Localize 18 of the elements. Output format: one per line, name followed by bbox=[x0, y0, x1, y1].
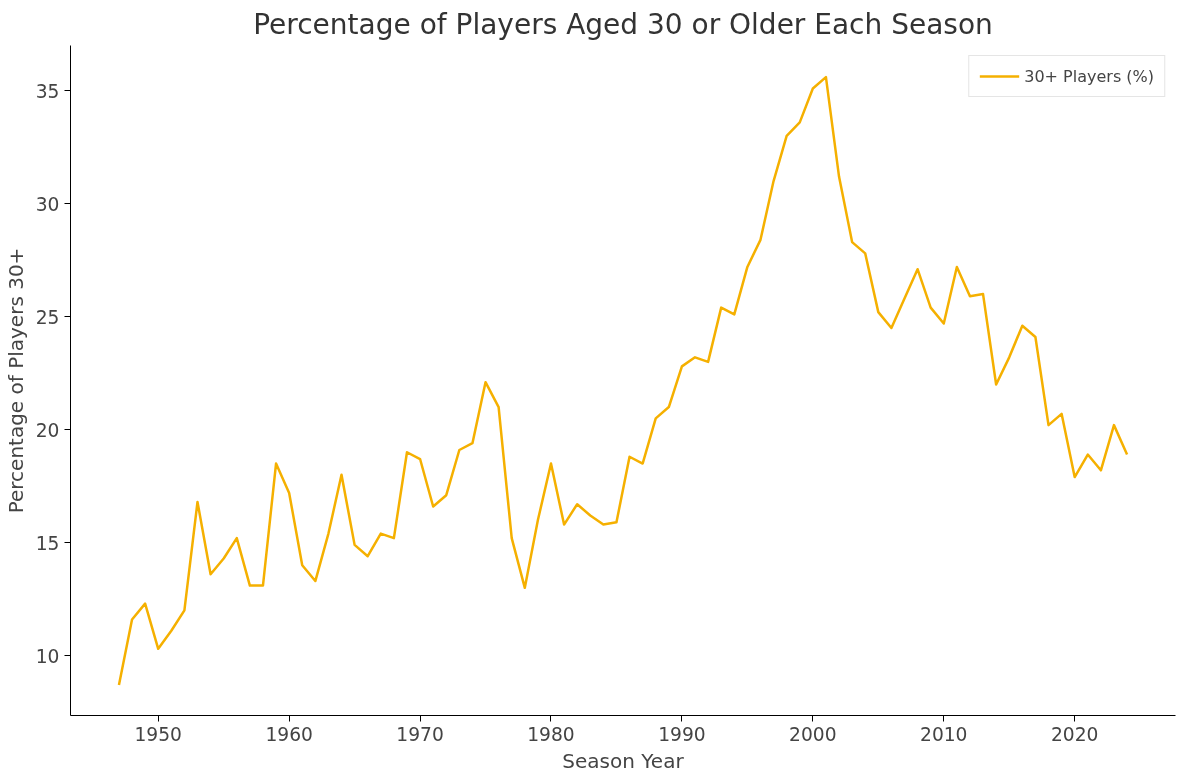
y-tick-label: 35 bbox=[35, 80, 60, 102]
x-tick-label: 1980 bbox=[527, 723, 575, 745]
legend-label: 30+ Players (%) bbox=[1024, 66, 1154, 86]
y-tick-label: 30 bbox=[35, 193, 60, 215]
y-tick-label: 20 bbox=[35, 419, 60, 441]
x-tick-label: 1960 bbox=[265, 723, 313, 745]
x-axis-title: Season Year bbox=[562, 748, 685, 773]
y-axis-title: Percentage of Players 30+ bbox=[3, 247, 28, 514]
x-tick-label: 1970 bbox=[396, 723, 444, 745]
y-tick-label: 10 bbox=[35, 645, 60, 667]
x-tick-label: 1950 bbox=[134, 723, 182, 745]
y-tick-label: 25 bbox=[35, 306, 60, 328]
chart-title: Percentage of Players Aged 30 or Older Each Season bbox=[253, 7, 993, 41]
x-tick-label: 2000 bbox=[789, 723, 837, 745]
x-tick-label: 2010 bbox=[920, 723, 968, 745]
x-tick-label: 1990 bbox=[658, 723, 706, 745]
y-tick-label: 15 bbox=[35, 532, 60, 554]
x-tick-label: 2020 bbox=[1050, 723, 1099, 745]
